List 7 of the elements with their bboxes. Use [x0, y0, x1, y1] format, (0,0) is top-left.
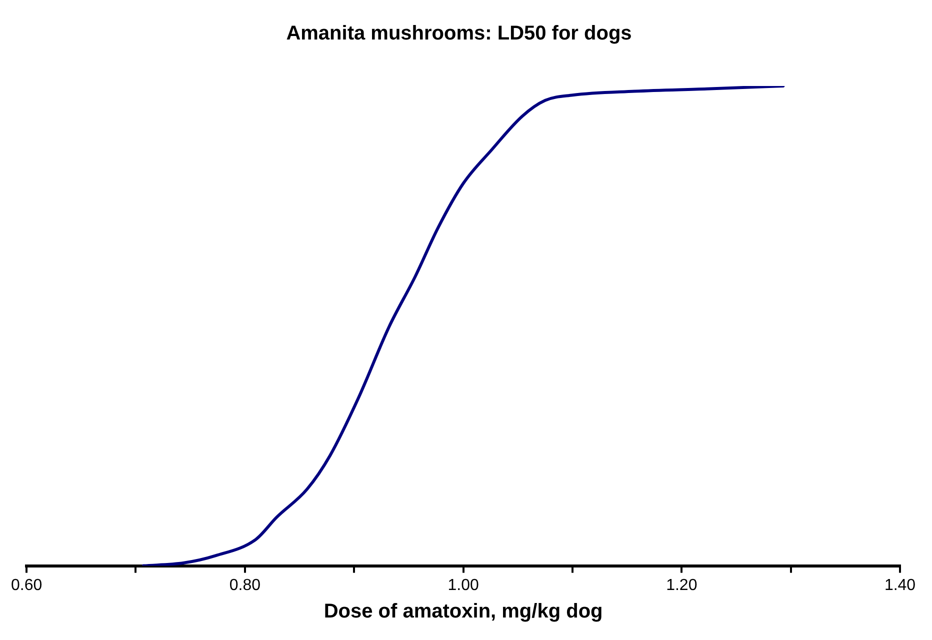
x-tick-label: 0.60	[11, 576, 42, 594]
chart-title: Amanita mushrooms: LD50 for dogs	[286, 22, 632, 45]
x-tick-label: 1.00	[448, 576, 479, 594]
x-tick-label: 1.20	[666, 576, 698, 594]
x-tick-label: 0.80	[229, 576, 261, 594]
x-tick-label: 1.40	[884, 576, 916, 594]
x-axis-title: Dose of amatoxin, mg/kg dog	[324, 600, 603, 623]
